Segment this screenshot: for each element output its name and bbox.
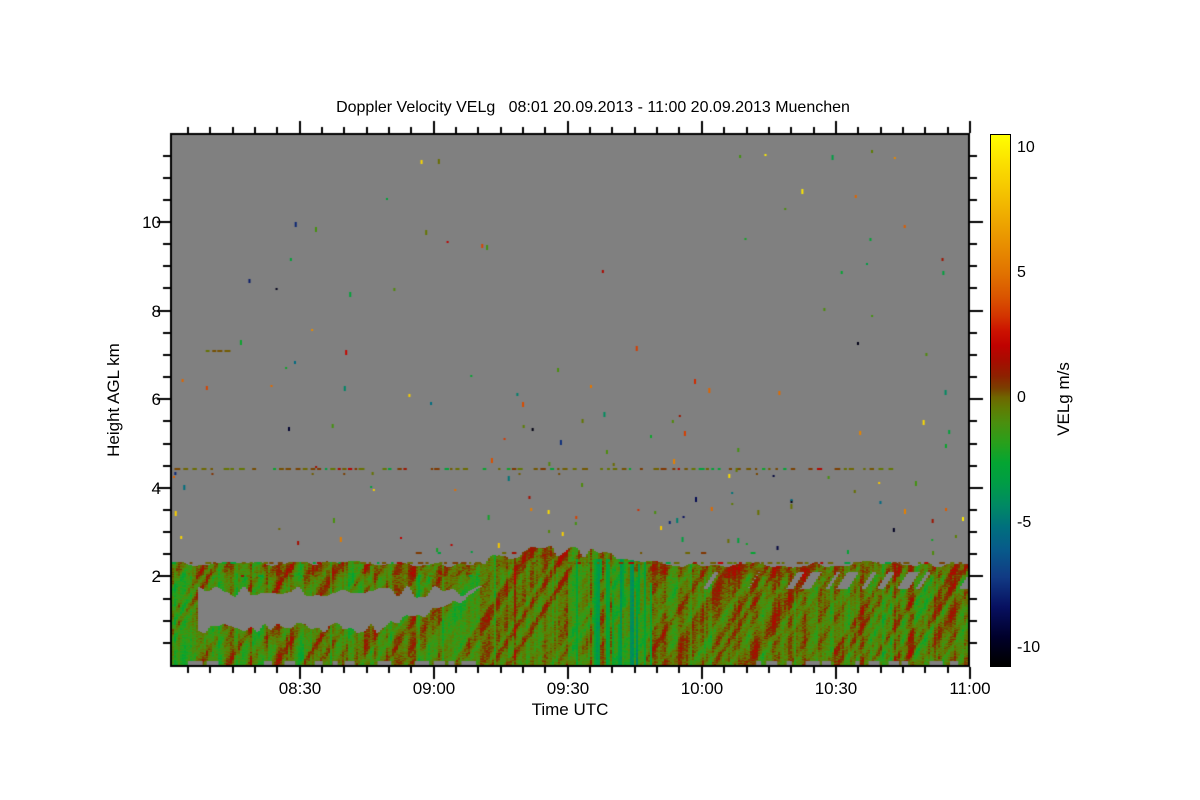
colorbar-tick-5: 5 — [1017, 264, 1026, 281]
x-tick-label-0900: 09:00 — [412, 679, 456, 698]
y-tick-label-4: 4 — [151, 479, 161, 498]
colorbar-gradient — [990, 134, 1011, 667]
x-tick-label-1030: 10:30 — [814, 679, 858, 698]
y-tick-label-8: 8 — [151, 302, 161, 321]
colorbar-tick-10: 10 — [1017, 139, 1035, 156]
x-tick-label-1000: 10:00 — [680, 679, 724, 698]
colorbar-tick-neg5: -5 — [1017, 514, 1032, 531]
x-axis-label: Time UTC — [531, 700, 609, 719]
x-tick-label-0930: 09:30 — [546, 679, 590, 698]
y-tick-label-10: 10 — [142, 213, 161, 232]
colorbar-tick-0: 0 — [1017, 389, 1026, 406]
y-tick-label-6: 6 — [151, 390, 161, 409]
chart-title: Doppler Velocity VELg 08:01 20.09.2013 -… — [336, 99, 850, 116]
y-tick-label-2: 2 — [151, 567, 161, 586]
heatmap-canvas — [150, 118, 990, 696]
x-tick-label-0830: 08:30 — [278, 679, 322, 698]
x-tick-label-1100: 11:00 — [949, 679, 991, 698]
colorbar-tick-neg10: -10 — [1017, 639, 1041, 656]
